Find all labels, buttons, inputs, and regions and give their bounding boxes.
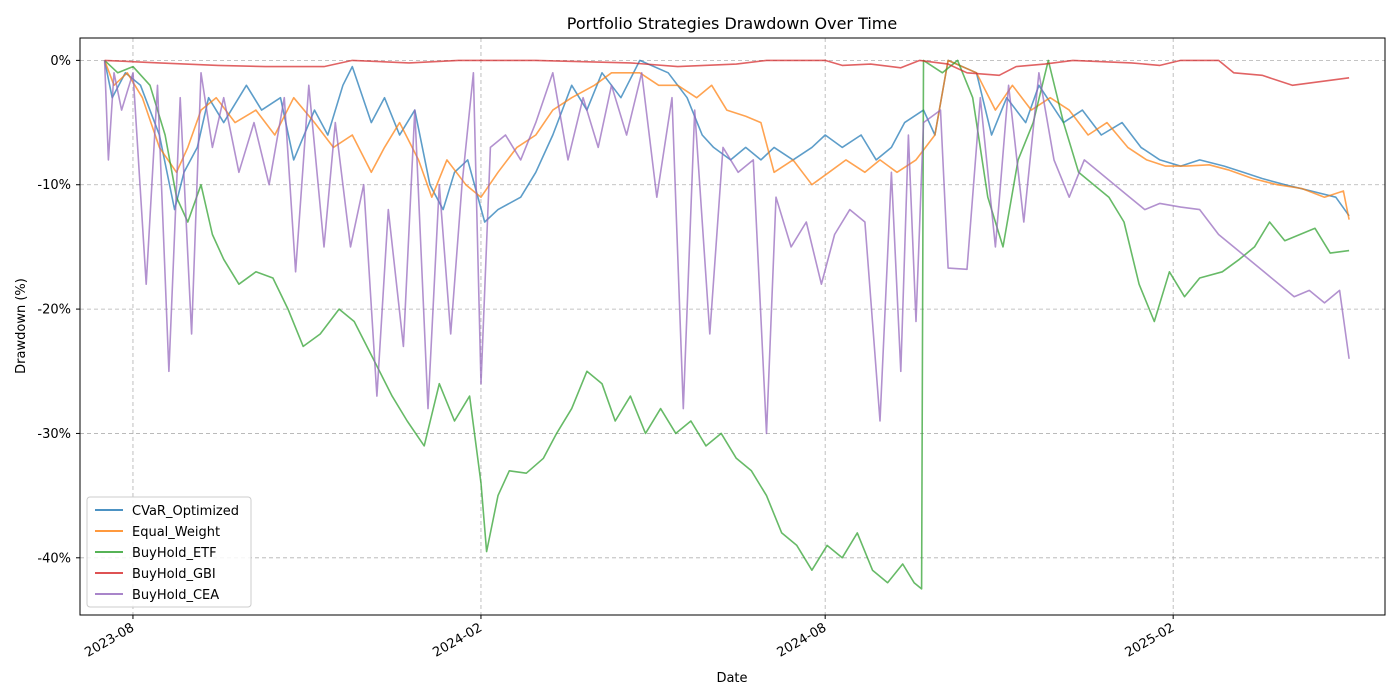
- series-line-buyhold-cea: [103, 60, 1350, 435]
- plot-frame: [79, 37, 1386, 616]
- legend-label: BuyHold_ETF: [132, 546, 217, 561]
- y-tick-label: 0%: [50, 54, 71, 69]
- legend-label: BuyHold_CEA: [132, 588, 219, 603]
- legend-label: CVaR_Optimized: [132, 504, 239, 519]
- chart-title: Portfolio Strategies Drawdown Over Time: [567, 14, 897, 33]
- legend: CVaR_Optimized Equal_Weight BuyHold_ETF Buy…: [86, 496, 252, 608]
- legend-box: [86, 496, 252, 608]
- legend-label: BuyHold_GBI: [132, 567, 216, 582]
- x-axis-label: Date: [716, 671, 747, 686]
- grid-layer: [80, 38, 1385, 615]
- legend-label: Equal_Weight: [132, 525, 220, 540]
- series-line-equal-weight: [103, 59, 1350, 220]
- y-tick-label: -40%: [37, 551, 71, 566]
- y-axis-ticks: 0% -10% -20% -30% -40%: [37, 54, 80, 566]
- series-line-buyhold-gbi: [104, 59, 1350, 87]
- y-tick-label: -10%: [37, 178, 71, 193]
- y-tick-label: -20%: [37, 303, 71, 318]
- y-axis-label: Drawdown (%): [14, 278, 29, 374]
- series-layer: [103, 59, 1350, 590]
- y-tick-label: -30%: [37, 427, 71, 442]
- series-line-buyhold-etf: [104, 59, 1350, 590]
